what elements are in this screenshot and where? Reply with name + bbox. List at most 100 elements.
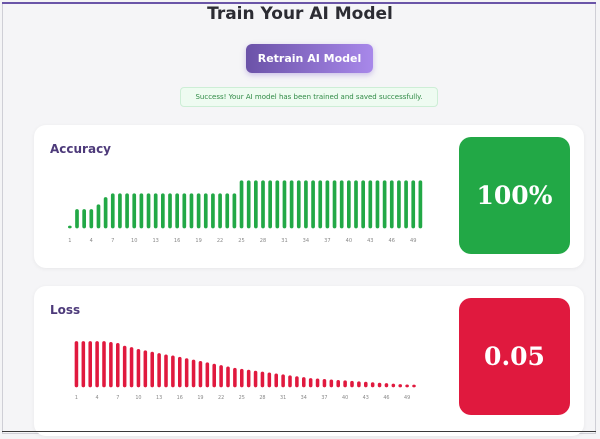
accuracy-tick-label: 37 <box>324 238 330 244</box>
loss-bar <box>377 382 382 388</box>
loss-tick-label: 28 <box>259 395 265 401</box>
accuracy-bar <box>89 209 94 229</box>
accuracy-bar <box>361 180 365 229</box>
loss-bar <box>398 384 402 388</box>
loss-tick-label: 43 <box>363 395 369 401</box>
accuracy-bar <box>397 180 401 229</box>
accuracy-tick-label: 49 <box>410 238 416 244</box>
loss-bar <box>157 353 161 388</box>
retrain-button[interactable]: Retrain AI Model <box>246 44 373 73</box>
loss-bar <box>81 341 86 388</box>
accuracy-bar <box>196 193 201 229</box>
loss-tick-label: 40 <box>342 395 348 401</box>
loss-chart: 1 4 7 10 13 16 19 22 25 28 31 34 37 40 43 46 49 <box>74 341 416 401</box>
loss-tick-label: 10 <box>135 395 141 401</box>
accuracy-tick-label: 1 <box>68 238 71 244</box>
accuracy-bar <box>146 193 151 229</box>
loss-bar <box>116 342 120 388</box>
loss-tick-label: 46 <box>383 395 389 401</box>
loss-bar <box>343 380 347 388</box>
loss-bar <box>412 384 416 388</box>
accuracy-card: Accuracy 1 4 7 10 13 16 19 22 25 28 31 34 37 40 43 46 49… <box>34 125 584 268</box>
accuracy-tick-label: 19 <box>195 238 201 244</box>
accuracy-bar <box>103 197 108 229</box>
loss-bar <box>267 372 272 388</box>
success-alert: Success! Your AI model has been trained … <box>180 87 438 107</box>
accuracy-bar <box>118 193 122 229</box>
loss-bar <box>102 341 106 388</box>
loss-bar <box>205 362 210 388</box>
loss-bar <box>260 371 265 388</box>
loss-bar <box>281 374 285 388</box>
loss-card: Loss 1 4 7 10 13 16 19 22 25 28 31 34 37 40 43 46 49 0.0… <box>34 286 584 436</box>
loss-bar <box>109 342 113 388</box>
loss-bar <box>350 380 354 388</box>
accuracy-tick-label: 16 <box>174 238 180 244</box>
loss-bar <box>95 341 99 388</box>
loss-bar <box>295 376 299 388</box>
loss-tick-label: 19 <box>197 395 203 401</box>
loss-bar <box>219 365 223 388</box>
loss-title: Loss <box>50 303 81 317</box>
accuracy-bar <box>189 193 194 229</box>
accuracy-tick-label: 10 <box>131 238 137 244</box>
loss-bar <box>302 377 306 388</box>
accuracy-bar <box>182 193 187 229</box>
accuracy-bar <box>368 180 373 229</box>
accuracy-tick-label: 7 <box>111 238 114 244</box>
loss-bar <box>364 381 368 388</box>
loss-bar <box>191 359 196 388</box>
accuracy-bar <box>239 180 244 229</box>
loss-bar <box>171 355 175 388</box>
accuracy-bar <box>318 180 323 229</box>
accuracy-bar <box>68 225 72 229</box>
accuracy-bar <box>404 180 408 229</box>
accuracy-bar <box>168 193 172 229</box>
accuracy-chart: 1 4 7 10 13 16 19 22 25 28 31 34 37 40 43 46 49 <box>68 180 423 244</box>
accuracy-bar <box>418 180 423 229</box>
accuracy-tick-label: 25 <box>238 238 244 244</box>
accuracy-bar <box>268 180 272 229</box>
loss-bar <box>391 383 396 388</box>
loss-bar <box>164 354 168 388</box>
loss-tick-label: 13 <box>156 395 162 401</box>
loss-bar <box>253 370 258 388</box>
loss-tick-label: 22 <box>218 395 224 401</box>
loss-bar <box>150 351 154 388</box>
accuracy-tick-label: 46 <box>389 238 395 244</box>
accuracy-bar <box>153 193 158 229</box>
loss-bar <box>357 381 361 388</box>
loss-bar <box>246 369 251 388</box>
accuracy-bar <box>382 180 387 229</box>
accuracy-bar <box>96 204 101 229</box>
loss-bar <box>370 382 375 388</box>
loss-tick-label: 49 <box>404 395 410 401</box>
page-title: Train Your AI Model <box>207 4 393 24</box>
accuracy-bar <box>411 180 416 229</box>
accuracy-bar <box>254 180 258 229</box>
bottom-divider <box>2 431 596 432</box>
accuracy-bar <box>211 193 215 229</box>
accuracy-bar <box>232 193 237 229</box>
accuracy-bar <box>311 180 315 229</box>
loss-value-tile: 0.05 <box>459 298 570 415</box>
accuracy-bar <box>110 193 115 229</box>
loss-bar <box>226 366 230 388</box>
loss-bar <box>122 345 127 388</box>
accuracy-bar <box>347 180 351 229</box>
accuracy-tick-label: 31 <box>281 238 287 244</box>
accuracy-value-tile: 100% <box>459 137 570 254</box>
accuracy-bar <box>246 180 251 229</box>
loss-bar <box>198 360 203 388</box>
loss-bar <box>143 350 148 388</box>
accuracy-bar <box>275 180 280 229</box>
loss-bar <box>274 373 278 388</box>
accuracy-bar <box>82 209 86 229</box>
accuracy-bar <box>354 180 358 229</box>
accuracy-bar <box>225 193 230 229</box>
loss-bar <box>288 375 292 388</box>
loss-bar <box>129 347 134 388</box>
accuracy-bar <box>139 193 144 229</box>
accuracy-bar <box>161 193 165 229</box>
accuracy-bar <box>261 180 265 229</box>
